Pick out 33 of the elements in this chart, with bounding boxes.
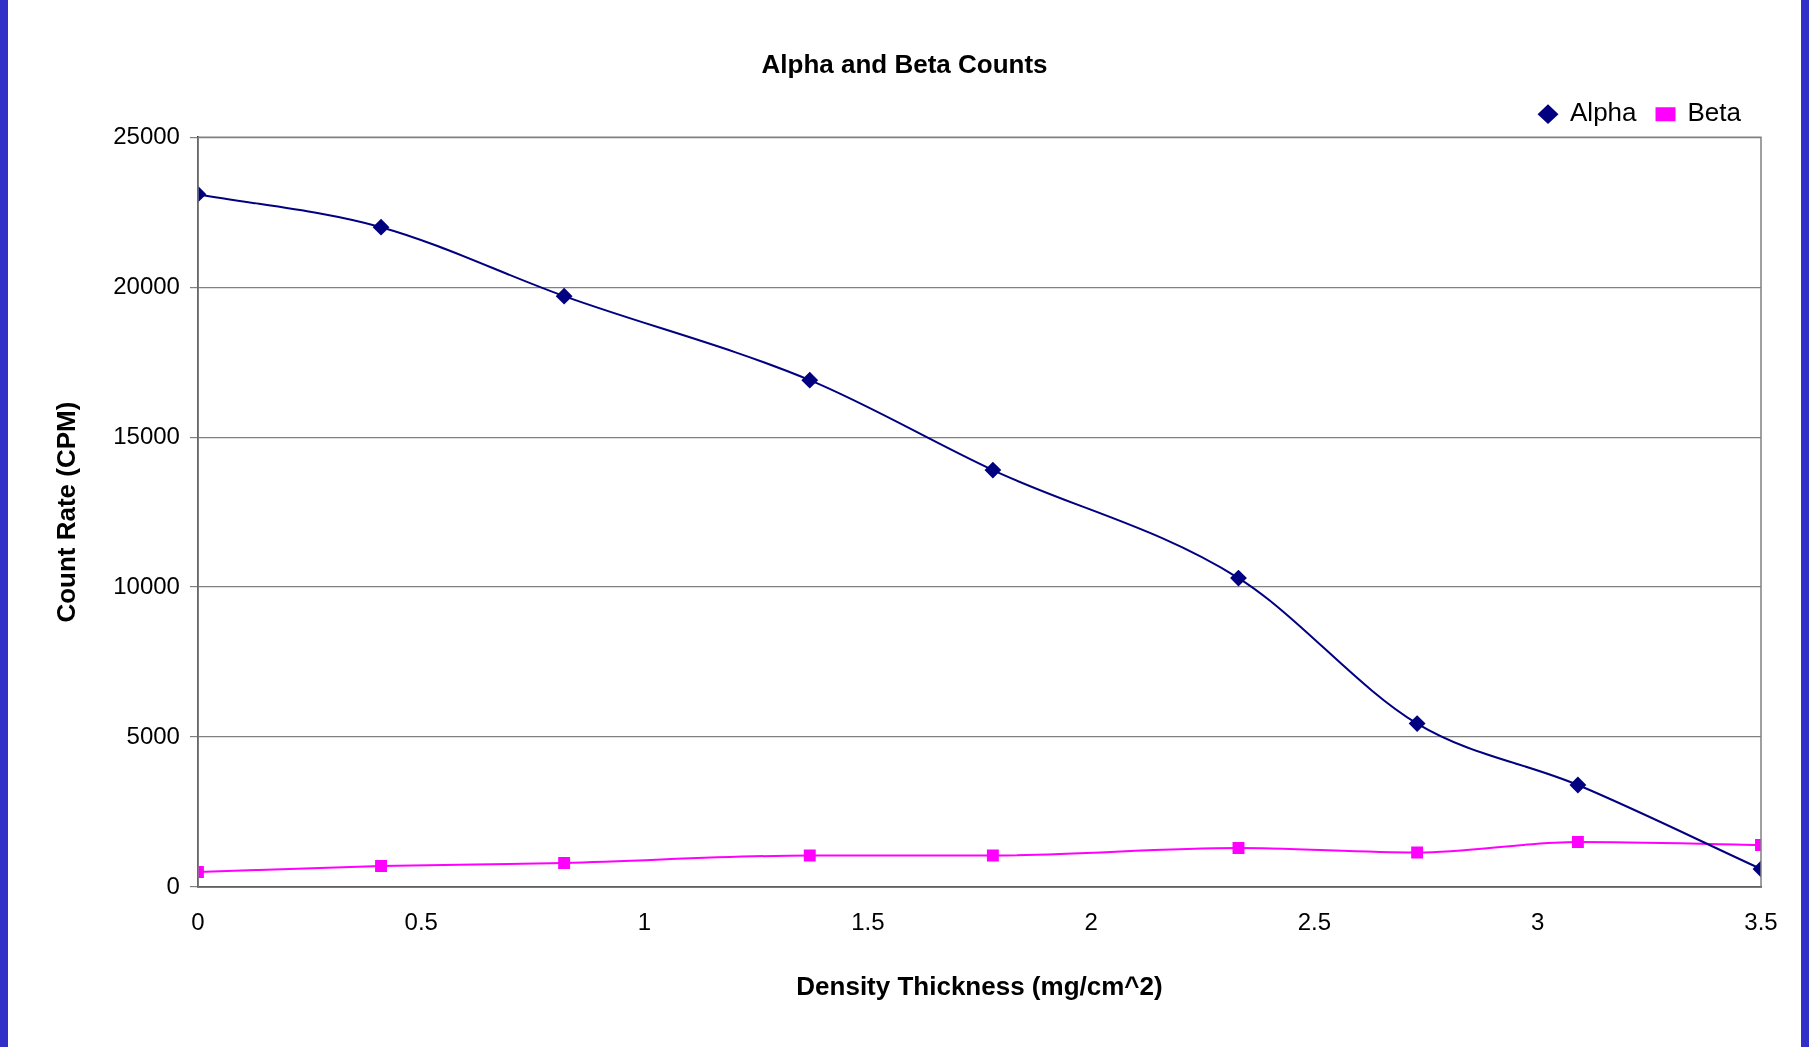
x-axis-title: Density Thickness (mg/cm^2) <box>796 970 1163 1001</box>
x-tick-label: 3 <box>1531 908 1545 936</box>
x-tick-label: 1.5 <box>851 908 885 936</box>
point <box>1411 846 1424 859</box>
point <box>1569 777 1586 794</box>
point <box>1230 570 1247 587</box>
x-tick-label: 0 <box>191 908 205 936</box>
point <box>558 857 571 869</box>
point <box>801 372 818 389</box>
point <box>986 849 999 862</box>
point <box>556 288 573 305</box>
y-tick-label: 0 <box>166 871 180 899</box>
y-tick-label: 5000 <box>126 721 180 749</box>
x-tick-label: 2.5 <box>1297 908 1332 936</box>
y-tick-label: 25000 <box>113 121 180 149</box>
x-tick-label: 0.5 <box>404 908 438 936</box>
x-tick-label: 3.5 <box>1744 908 1778 936</box>
point <box>1571 836 1584 848</box>
x-tick-label: 1 <box>637 908 652 936</box>
y-axis-title: Count Rate (CPM) <box>50 401 81 623</box>
point <box>1232 842 1245 854</box>
legend-label: Alpha <box>1570 97 1638 128</box>
y-tick-label: 20000 <box>113 271 180 299</box>
chart-title: Alpha and Beta Counts <box>761 48 1048 79</box>
point <box>1409 715 1426 732</box>
point <box>375 860 387 872</box>
y-tick-label: 10000 <box>113 571 180 599</box>
y-tick-label: 15000 <box>113 421 180 449</box>
point <box>984 462 1001 479</box>
legend-label: Beta <box>1687 97 1742 128</box>
point <box>803 849 816 862</box>
point <box>373 219 390 236</box>
x-tick-label: 2 <box>1084 908 1098 936</box>
